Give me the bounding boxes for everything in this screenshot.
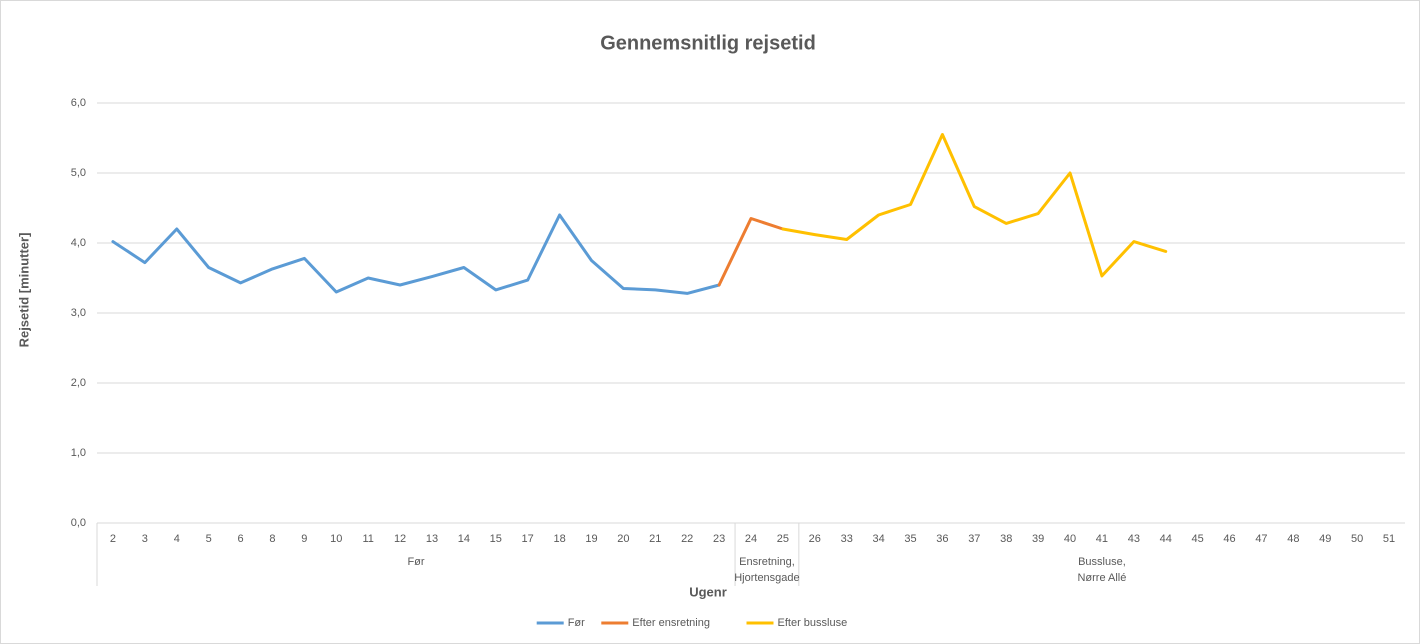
x-tick-label: 40 bbox=[1064, 533, 1076, 545]
series-line bbox=[717, 217, 785, 287]
x-tick-label: 12 bbox=[394, 533, 406, 545]
x-tick-label: 10 bbox=[330, 533, 342, 545]
x-tick-label: 18 bbox=[553, 533, 565, 545]
x-tick-label: 41 bbox=[1096, 533, 1108, 545]
x-tick-label: 23 bbox=[713, 533, 725, 545]
x-axis-title: Ugenr bbox=[689, 584, 727, 599]
x-tick-label: 4 bbox=[174, 533, 180, 545]
chart-title: Gennemsnitlig rejsetid bbox=[600, 32, 816, 54]
x-tick-label: 8 bbox=[269, 533, 275, 545]
x-tick-label: 20 bbox=[617, 533, 629, 545]
x-tick-label: 14 bbox=[458, 533, 470, 545]
x-tick-label: 48 bbox=[1287, 533, 1299, 545]
y-tick-label: 1,0 bbox=[71, 447, 86, 459]
x-tick-label: 49 bbox=[1319, 533, 1331, 545]
y-tick-label: 2,0 bbox=[71, 377, 86, 389]
y-tick-label: 0,0 bbox=[71, 517, 86, 529]
x-tick-label: 25 bbox=[777, 533, 789, 545]
x-tick-label: 36 bbox=[936, 533, 948, 545]
x-tick-label: 13 bbox=[426, 533, 438, 545]
x-tick-label: 39 bbox=[1032, 533, 1044, 545]
x-tick-label: 44 bbox=[1160, 533, 1172, 545]
x-tick-label: 6 bbox=[237, 533, 243, 545]
x-tick-label: 2 bbox=[110, 533, 116, 545]
y-tick-label: 6,0 bbox=[71, 97, 86, 109]
x-tick-label: 17 bbox=[522, 533, 534, 545]
x-tick-label: 15 bbox=[490, 533, 502, 545]
x-tick-label: 22 bbox=[681, 533, 693, 545]
x-tick-label: 5 bbox=[206, 533, 212, 545]
x-tick-label: 24 bbox=[745, 533, 757, 545]
x-tick-label: 45 bbox=[1192, 533, 1204, 545]
x-tick-label: 3 bbox=[142, 533, 148, 545]
x-tick-label: 51 bbox=[1383, 533, 1395, 545]
group-label: Bussluse, Nørre Allé bbox=[1077, 556, 1127, 584]
y-tick-label: 4,0 bbox=[71, 237, 86, 249]
series-line bbox=[781, 133, 1168, 278]
legend-label: Efter ensretning bbox=[632, 617, 710, 629]
x-tick-label: 21 bbox=[649, 533, 661, 545]
x-tick-label: 26 bbox=[809, 533, 821, 545]
x-tick-label: 50 bbox=[1351, 533, 1363, 545]
x-tick-label: 46 bbox=[1223, 533, 1235, 545]
group-label: Ensretning, Hjortensgade bbox=[734, 556, 800, 584]
group-label: Før bbox=[407, 556, 425, 568]
x-tick-label: 11 bbox=[362, 533, 373, 545]
x-tick-label: 9 bbox=[301, 533, 307, 545]
x-tick-label: 33 bbox=[841, 533, 853, 545]
x-tick-label: 43 bbox=[1128, 533, 1140, 545]
legend-label: Efter bussluse bbox=[778, 617, 848, 629]
y-tick-label: 3,0 bbox=[71, 307, 86, 319]
x-tick-label: 38 bbox=[1000, 533, 1012, 545]
x-tick-label: 19 bbox=[585, 533, 597, 545]
y-tick-label: 5,0 bbox=[71, 167, 86, 179]
series-line bbox=[111, 213, 721, 295]
x-tick-label: 37 bbox=[968, 533, 980, 545]
x-tick-label: 35 bbox=[904, 533, 916, 545]
legend-label: Før bbox=[568, 617, 585, 629]
x-tick-label: 34 bbox=[872, 533, 884, 545]
x-tick-label: 47 bbox=[1255, 533, 1267, 545]
y-axis-title: Rejsetid [minutter] bbox=[16, 233, 31, 348]
